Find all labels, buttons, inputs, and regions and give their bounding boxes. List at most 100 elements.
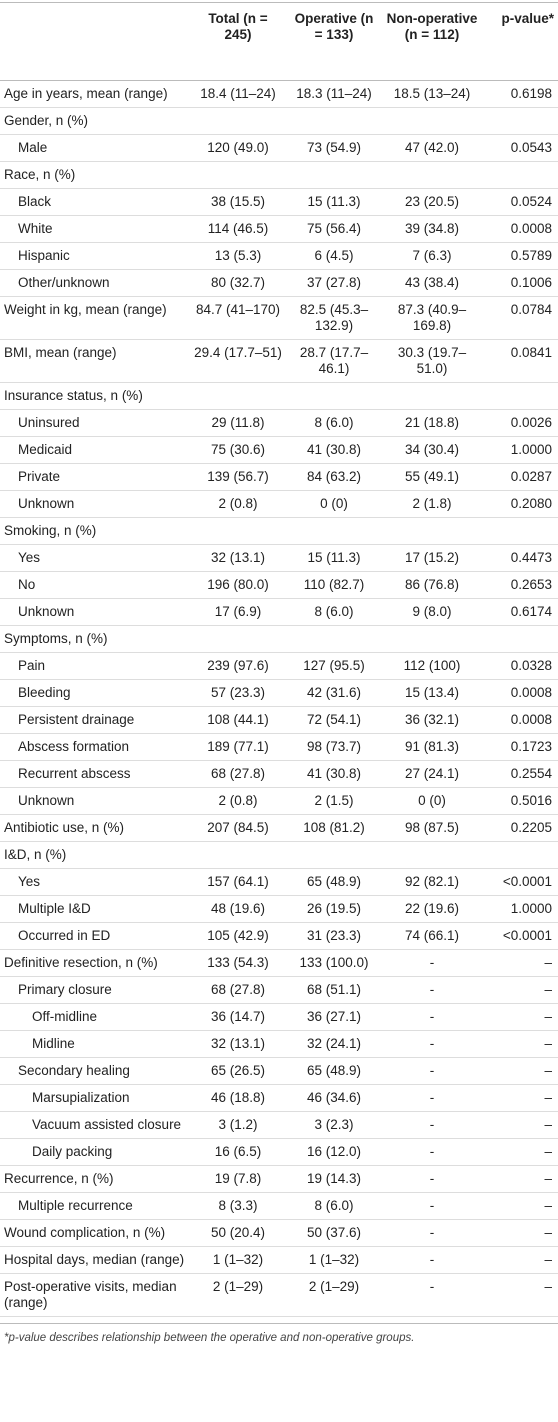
- row-label: Yes: [18, 874, 41, 889]
- table-row: Hospital days, median (range) 1 (1–32) 1 (…: [0, 1247, 558, 1274]
- cell: 46 (18.8): [210, 1090, 266, 1105]
- cell: 127 (95.5): [303, 658, 365, 673]
- row-label: Pain: [18, 658, 46, 673]
- table-row: Yes 32 (13.1) 15 (11.3) 17 (15.2) 0.4473: [0, 545, 558, 572]
- cell: 29 (11.8): [211, 415, 265, 430]
- cell: [482, 383, 558, 410]
- cell: [190, 383, 286, 410]
- table-row: Midline 32 (13.1) 32 (24.1) - –: [0, 1031, 558, 1058]
- cell: 8 (6.0): [314, 415, 354, 430]
- cell: 17 (15.2): [404, 550, 460, 565]
- table-row: Abscess formation 189 (77.1) 98 (73.7) 91 (…: [0, 734, 558, 761]
- table-row: Primary closure 68 (27.8) 68 (51.1) - –: [0, 977, 558, 1004]
- table-row: Medicaid 75 (30.6) 41 (30.8) 34 (30.4) 1.000…: [0, 437, 558, 464]
- cell: 0.0784: [510, 302, 552, 317]
- cell: 18.3 (11–24): [296, 86, 372, 101]
- table-row: Male 120 (49.0) 73 (54.9) 47 (42.0) 0.0543: [0, 135, 558, 162]
- row-label: Smoking, n (%): [4, 523, 97, 538]
- cell: 15 (13.4): [404, 685, 460, 700]
- cell: –: [544, 1117, 552, 1132]
- cell: 0.0328: [510, 658, 552, 673]
- cell: 1 (1–32): [212, 1252, 264, 1267]
- cell: 7 (6.3): [412, 248, 452, 263]
- cell: -: [429, 955, 435, 970]
- cell: 30.3 (19.7–51.0): [397, 345, 467, 376]
- row-label: Primary closure: [18, 982, 112, 997]
- table-row: Black 38 (15.5) 15 (11.3) 23 (20.5) 0.0524: [0, 189, 558, 216]
- row-label: Vacuum assisted closure: [32, 1117, 182, 1132]
- cell: –: [544, 1144, 552, 1159]
- table-row: Definitive resection, n (%) 133 (54.3) 133…: [0, 950, 558, 977]
- table-row: Yes 157 (64.1) 65 (48.9) 92 (82.1) <0.0001: [0, 869, 558, 896]
- cell: 0.0026: [510, 415, 552, 430]
- cell: -: [429, 1063, 435, 1078]
- row-label: Post-operative visits, median (range): [4, 1279, 177, 1310]
- table-row: Race, n (%): [0, 162, 558, 189]
- table-row: Vacuum assisted closure 3 (1.2) 3 (2.3) - –: [0, 1112, 558, 1139]
- row-label: Weight in kg, mean (range): [4, 302, 167, 317]
- table-row: Antibiotic use, n (%) 207 (84.5) 108 (81.2…: [0, 815, 558, 842]
- table-row: Uninsured 29 (11.8) 8 (6.0) 21 (18.8) 0.0026: [0, 410, 558, 437]
- cell: 0.1006: [510, 275, 552, 290]
- cell: 0.2653: [510, 577, 552, 592]
- cell: 65 (26.5): [210, 1063, 266, 1078]
- cell: –: [544, 1252, 552, 1267]
- row-label: I&D, n (%): [4, 847, 67, 862]
- cell: 68 (51.1): [306, 982, 362, 997]
- cell: [482, 626, 558, 653]
- cell: 1.0000: [510, 442, 552, 457]
- cell: -: [429, 1198, 435, 1213]
- table-row: Private 139 (56.7) 84 (63.2) 55 (49.1) 0.028…: [0, 464, 558, 491]
- row-label: Occurred in ED: [18, 928, 111, 943]
- row-label: Daily packing: [32, 1144, 113, 1159]
- cell: 2 (1–29): [308, 1279, 360, 1294]
- row-label: Gender, n (%): [4, 113, 89, 128]
- cell: 57 (23.3): [210, 685, 266, 700]
- cell: -: [429, 1279, 435, 1294]
- row-label: Abscess formation: [18, 739, 130, 754]
- table-row: Recurrence, n (%) 19 (7.8) 19 (14.3) - –: [0, 1166, 558, 1193]
- cell: –: [544, 982, 552, 997]
- cell: 65 (48.9): [306, 874, 362, 889]
- cell: 3 (1.2): [218, 1117, 258, 1132]
- cell: 84.7 (41–170): [195, 302, 281, 317]
- cell: 65 (48.9): [306, 1063, 362, 1078]
- cell: [190, 626, 286, 653]
- cell: 2 (0.8): [218, 793, 258, 808]
- cell: 6 (4.5): [314, 248, 354, 263]
- table-row: Pain 239 (97.6) 127 (95.5) 112 (100) 0.0328: [0, 653, 558, 680]
- column-header: Non-operative (n = 112): [386, 11, 478, 42]
- header-row: Total (n = 245) Operative (n = 133) Non-op…: [0, 2, 558, 81]
- cell: [482, 108, 558, 135]
- cell: –: [544, 1063, 552, 1078]
- cell: 0.5016: [510, 793, 552, 808]
- row-label: BMI, mean (range): [4, 345, 117, 360]
- column-header: [0, 3, 190, 81]
- row-label: Multiple recurrence: [18, 1198, 133, 1213]
- table-row: Other/unknown 80 (32.7) 37 (27.8) 43 (38.4)…: [0, 270, 558, 297]
- cell: 98 (87.5): [404, 820, 460, 835]
- table-row: Daily packing 16 (6.5) 16 (12.0) - –: [0, 1139, 558, 1166]
- cell: 0.0524: [510, 194, 552, 209]
- cell: -: [429, 1117, 435, 1132]
- cell: 0 (0): [320, 496, 348, 511]
- cell: –: [544, 1171, 552, 1186]
- cell: 91 (81.3): [404, 739, 460, 754]
- cell: 139 (56.7): [207, 469, 269, 484]
- cell: 43 (38.4): [404, 275, 460, 290]
- footnote: *p-value describes relationship between …: [0, 1323, 558, 1352]
- cell: 17 (6.9): [214, 604, 262, 619]
- cell: 120 (49.0): [207, 140, 269, 155]
- cell: 196 (80.0): [207, 577, 269, 592]
- table-row: Recurrent abscess 68 (27.8) 41 (30.8) 27 (2…: [0, 761, 558, 788]
- cell: -: [429, 982, 435, 997]
- row-label: Unknown: [18, 793, 75, 808]
- cell: [382, 626, 482, 653]
- cell: –: [544, 1009, 552, 1024]
- cell: 1 (1–32): [308, 1252, 360, 1267]
- cell: 36 (14.7): [210, 1009, 266, 1024]
- cell: 39 (34.8): [404, 221, 460, 236]
- table-row: Weight in kg, mean (range) 84.7 (41–170) 8…: [0, 297, 558, 340]
- table-row: Post-operative visits, median (range) 2 (…: [0, 1274, 558, 1317]
- cell: [382, 383, 482, 410]
